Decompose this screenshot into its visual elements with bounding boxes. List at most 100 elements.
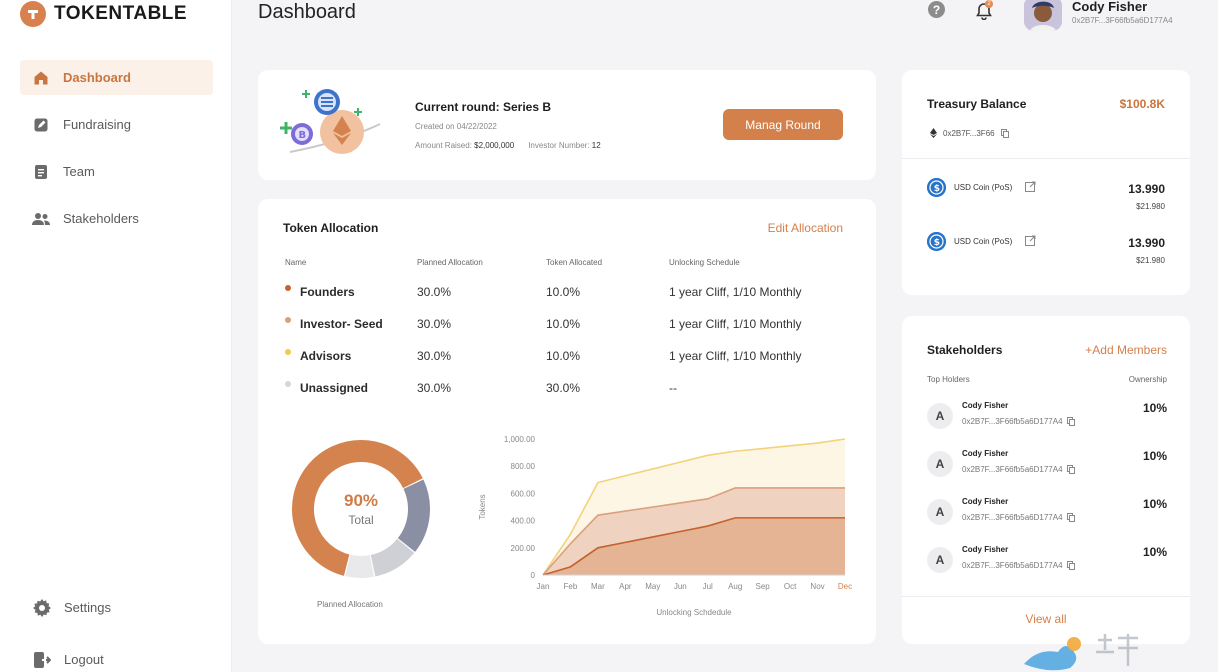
usdc-icon: $ xyxy=(927,178,946,197)
y-tick-label: 400.00 xyxy=(511,517,536,526)
address-text: 0x2B7F...3F66fb5a6D177A4 xyxy=(962,513,1063,522)
series-line xyxy=(542,438,846,576)
donut-caption: Planned Allocation xyxy=(317,600,383,609)
x-tick-label: Apr xyxy=(619,582,632,591)
address-text: 0x2B7F...3F66fb5a6D177A4 xyxy=(962,417,1063,426)
list-item[interactable]: A Cody Fisher 0x2B7F...3F66fb5a6D177A4 1… xyxy=(927,545,1167,585)
logo-icon xyxy=(20,1,46,27)
address-text: 0x2B7F...3F66fb5a6D177A4 xyxy=(962,465,1063,474)
sidebar-item-fundraising[interactable]: Fundraising xyxy=(20,107,213,142)
notification-badge: 2 xyxy=(985,0,993,8)
manage-round-button[interactable]: Manag Round xyxy=(723,109,843,140)
column-header-ownership: Ownership xyxy=(1128,375,1167,384)
logo[interactable]: TOKENTABLE xyxy=(20,1,187,27)
coin-amount: 13.990 xyxy=(1128,182,1165,196)
holder-address: 0x2B7F...3F66fb5a6D177A4 xyxy=(962,513,1075,522)
document-icon xyxy=(32,163,50,181)
users-icon xyxy=(32,210,50,228)
holder-ownership: 10% xyxy=(1142,497,1167,511)
coin-row[interactable]: $ USD Coin (PoS) 13.990 $21.980 xyxy=(927,232,1165,267)
holder-ownership: 10% xyxy=(1142,449,1167,463)
table-row[interactable]: Investor- Seed 30.0% 10.0% 1 year Cliff,… xyxy=(258,317,876,337)
token-allocation-title: Token Allocation xyxy=(283,221,379,235)
avatar[interactable] xyxy=(1024,0,1062,31)
unlocking-schedule-chart: 0 200.00 400.00 600.00 800.00 1,000.00 Tokens J… xyxy=(478,435,852,617)
y-axis-label: Tokens xyxy=(478,494,487,519)
column-header-holders: Top Holders xyxy=(927,375,970,384)
x-tick-label: Sep xyxy=(756,582,771,591)
copy-icon[interactable] xyxy=(1066,417,1075,426)
list-item[interactable]: A Cody Fisher 0x2B7F...3F66fb5a6D177A4 1… xyxy=(927,401,1167,441)
row-planned: 30.0% xyxy=(417,381,452,395)
column-header-name: Name xyxy=(285,258,307,267)
copy-icon[interactable] xyxy=(1000,128,1009,138)
coin-amount: 13.990 xyxy=(1128,236,1165,250)
sidebar-item-logout[interactable]: Logout xyxy=(20,642,213,672)
usdc-icon: $ xyxy=(927,232,946,251)
round-stats: Amount Raised: $2,000,000 Investor Numbe… xyxy=(415,141,601,150)
series-line xyxy=(542,487,845,576)
donut-label: Total xyxy=(348,513,374,527)
sidebar-item-team[interactable]: Team xyxy=(20,154,213,189)
sidebar: TOKENTABLE Dashboard Fundraising Team St… xyxy=(0,0,232,672)
copy-icon[interactable] xyxy=(1066,513,1075,522)
help-icon[interactable]: ? xyxy=(928,1,945,18)
column-header-allocated: Token Allocated xyxy=(546,258,603,267)
view-all-link[interactable]: View all xyxy=(1025,612,1067,626)
y-tick-label: 200.00 xyxy=(511,544,536,553)
logout-icon xyxy=(33,651,51,669)
x-tick-label: Nov xyxy=(810,582,824,591)
sidebar-item-settings[interactable]: Settings xyxy=(20,590,213,625)
round-title: Current round: Series B xyxy=(415,100,552,114)
sidebar-item-label: Dashboard xyxy=(63,70,131,85)
holder-address: 0x2B7F...3F66fb5a6D177A4 xyxy=(962,465,1075,474)
sidebar-item-dashboard[interactable]: Dashboard xyxy=(20,60,213,95)
row-planned: 30.0% xyxy=(417,317,452,331)
list-item[interactable]: A Cody Fisher 0x2B7F...3F66fb5a6D177A4 1… xyxy=(927,449,1167,489)
investor-number: Investor Number: 12 xyxy=(528,141,601,150)
legend-dot xyxy=(285,381,291,387)
table-row[interactable]: Unassigned 30.0% 30.0% -- xyxy=(258,381,876,401)
series-area xyxy=(543,517,845,575)
series-line xyxy=(542,517,845,576)
row-planned: 30.0% xyxy=(417,285,452,299)
row-schedule: 1 year Cliff, 1/10 Monthly xyxy=(669,285,802,299)
divider xyxy=(902,158,1190,159)
external-link-icon[interactable] xyxy=(1025,181,1036,192)
ethereum-icon xyxy=(930,128,937,138)
column-header-schedule: Unlocking Schedule xyxy=(669,258,740,267)
x-tick-label: Oct xyxy=(784,582,797,591)
coin-row[interactable]: $ USD Coin (PoS) 13.990 $21.980 xyxy=(927,178,1165,213)
holder-address: 0x2B7F...3F66fb5a6D177A4 xyxy=(962,561,1075,570)
donut-slice xyxy=(370,538,415,577)
sidebar-item-label: Settings xyxy=(64,600,111,615)
divider xyxy=(902,596,1190,597)
table-row[interactable]: Founders 30.0% 10.0% 1 year Cliff, 1/10 … xyxy=(258,285,876,305)
address-text: 0x2B7F...3F66 xyxy=(943,128,995,138)
add-members-link[interactable]: +Add Members xyxy=(1085,343,1167,357)
row-name: Advisors xyxy=(300,349,352,363)
x-tick-label: May xyxy=(645,582,660,591)
row-name: Unassigned xyxy=(300,381,369,395)
x-axis-label: Unlocking Schdedule xyxy=(656,608,732,617)
svg-text:$: $ xyxy=(934,238,940,248)
row-allocated: 10.0% xyxy=(546,285,581,299)
edit-allocation-link[interactable]: Edit Allocation xyxy=(767,221,843,235)
copy-icon[interactable] xyxy=(1066,561,1075,570)
list-item[interactable]: A Cody Fisher 0x2B7F...3F66fb5a6D177A4 1… xyxy=(927,497,1167,537)
x-tick-label: Aug xyxy=(728,582,742,591)
column-header-planned: Planned Allocation xyxy=(417,258,483,267)
holder-address: 0x2B7F...3F66fb5a6D177A4 xyxy=(962,417,1075,426)
external-link-icon[interactable] xyxy=(1025,235,1036,246)
x-tick-label: Jul xyxy=(703,582,713,591)
sidebar-item-stakeholders[interactable]: Stakeholders xyxy=(20,201,213,236)
table-row[interactable]: Advisors 30.0% 10.0% 1 year Cliff, 1/10 … xyxy=(258,349,876,369)
treasury-address: 0x2B7F...3F66 xyxy=(930,128,1009,138)
row-allocated: 10.0% xyxy=(546,349,581,363)
holder-name: Cody Fisher xyxy=(962,545,1009,554)
copy-icon[interactable] xyxy=(1066,465,1075,474)
y-tick-label: 1,000.00 xyxy=(504,435,536,444)
token-allocation-card: Token Allocation Edit Allocation Name Pl… xyxy=(258,199,876,644)
donut-slice xyxy=(397,479,430,552)
bottom-nav: Settings Logout xyxy=(20,590,213,672)
